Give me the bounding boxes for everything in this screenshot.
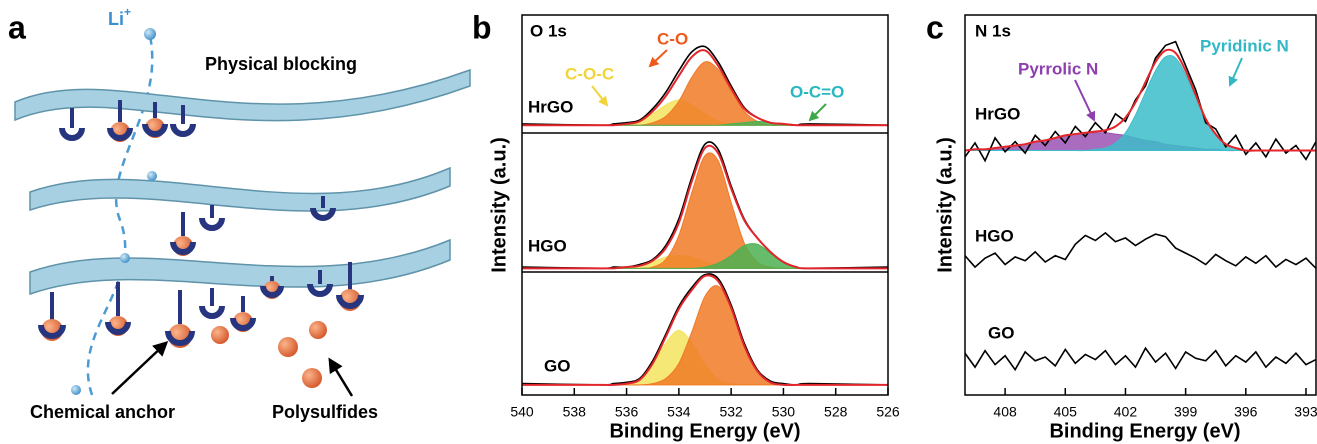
li-label: Li+ [108, 5, 131, 29]
x-tick-label: 393 [1294, 404, 1317, 420]
panel-letter: c [926, 9, 944, 45]
anchors [38, 100, 364, 395]
panel-letter: a [8, 9, 26, 45]
arrow [111, 340, 169, 395]
plot-area [965, 40, 1316, 372]
li-path [86, 35, 154, 396]
sample-label: HrGO [528, 97, 573, 116]
y-axis-label: Intensity (a.u.) [934, 137, 956, 273]
sheet [29, 238, 451, 296]
raw-spectrum [522, 273, 888, 386]
x-tick-label: 402 [1114, 404, 1138, 420]
sample-label: GO [544, 356, 570, 375]
x-tick-label: 536 [615, 404, 639, 420]
schematic: a Li+ Physical blocking Chemical anchor … [8, 5, 471, 422]
arrow [591, 85, 609, 107]
arrow [808, 103, 827, 122]
fit-envelope [522, 144, 888, 270]
component-label: O-C=O [790, 82, 844, 101]
sheet [29, 166, 451, 212]
raw-spectrum [965, 40, 1316, 163]
plot-frame [521, 14, 889, 396]
arrow [1228, 57, 1243, 87]
component-area [522, 152, 888, 269]
x-tick-label: 528 [824, 404, 848, 420]
panel-c: c Intensity (a.u.) Binding Energy (eV) N… [926, 9, 1317, 442]
chemical-label: Chemical anchor [30, 402, 175, 422]
x-tick-label: 399 [1174, 404, 1198, 420]
fit-envelope [522, 274, 888, 387]
component-label: C-O-C [565, 64, 614, 83]
fit-envelope [965, 48, 1316, 152]
x-tick-label: 540 [510, 404, 534, 420]
fit-envelope [522, 49, 888, 127]
x-tick-label: 532 [719, 404, 743, 420]
ion: Li [108, 9, 124, 29]
x-axis-label: Binding Energy (eV) [1049, 420, 1240, 442]
x-axis-label: Binding Energy (eV) [609, 420, 800, 442]
sample-label: HGO [975, 226, 1014, 245]
arrow [1074, 79, 1096, 122]
raw-spectrum [965, 231, 1316, 269]
sample-label: HGO [528, 236, 567, 255]
plot-frame [964, 14, 1317, 396]
polysulfide-label: Polysulfides [272, 402, 378, 422]
raw-spectrum [965, 346, 1316, 372]
sheet [14, 68, 471, 122]
plot-area [522, 45, 888, 387]
x-tick-label: 526 [876, 404, 900, 420]
component-area [522, 285, 888, 386]
x-tick-label: 530 [772, 404, 796, 420]
x-tick-label: 405 [1054, 404, 1078, 420]
sample-label: GO [988, 323, 1014, 342]
panel-title: N 1s [975, 21, 1011, 40]
x-tick-label: 396 [1234, 404, 1258, 420]
x-tick-label: 408 [993, 404, 1017, 420]
ion-charge: + [124, 5, 131, 19]
sample-label: HrGO [975, 104, 1020, 123]
x-tick-label: 538 [563, 404, 587, 420]
y-axis-label: Intensity (a.u.) [488, 137, 510, 273]
panel-title: O 1s [530, 21, 567, 40]
panel-b: b Intensity (a.u.) Binding Energy (eV) O… [472, 9, 900, 442]
component-label: Pyrrolic N [1018, 59, 1098, 78]
arrow [648, 49, 668, 68]
x-tick-label: 534 [667, 404, 691, 420]
arrow [328, 357, 354, 397]
component-label: Pyridinic N [1200, 36, 1289, 55]
panel-letter: b [472, 9, 492, 45]
component-label: C-O [657, 29, 688, 48]
physical-label: Physical blocking [205, 54, 357, 74]
li-ion [144, 28, 156, 40]
